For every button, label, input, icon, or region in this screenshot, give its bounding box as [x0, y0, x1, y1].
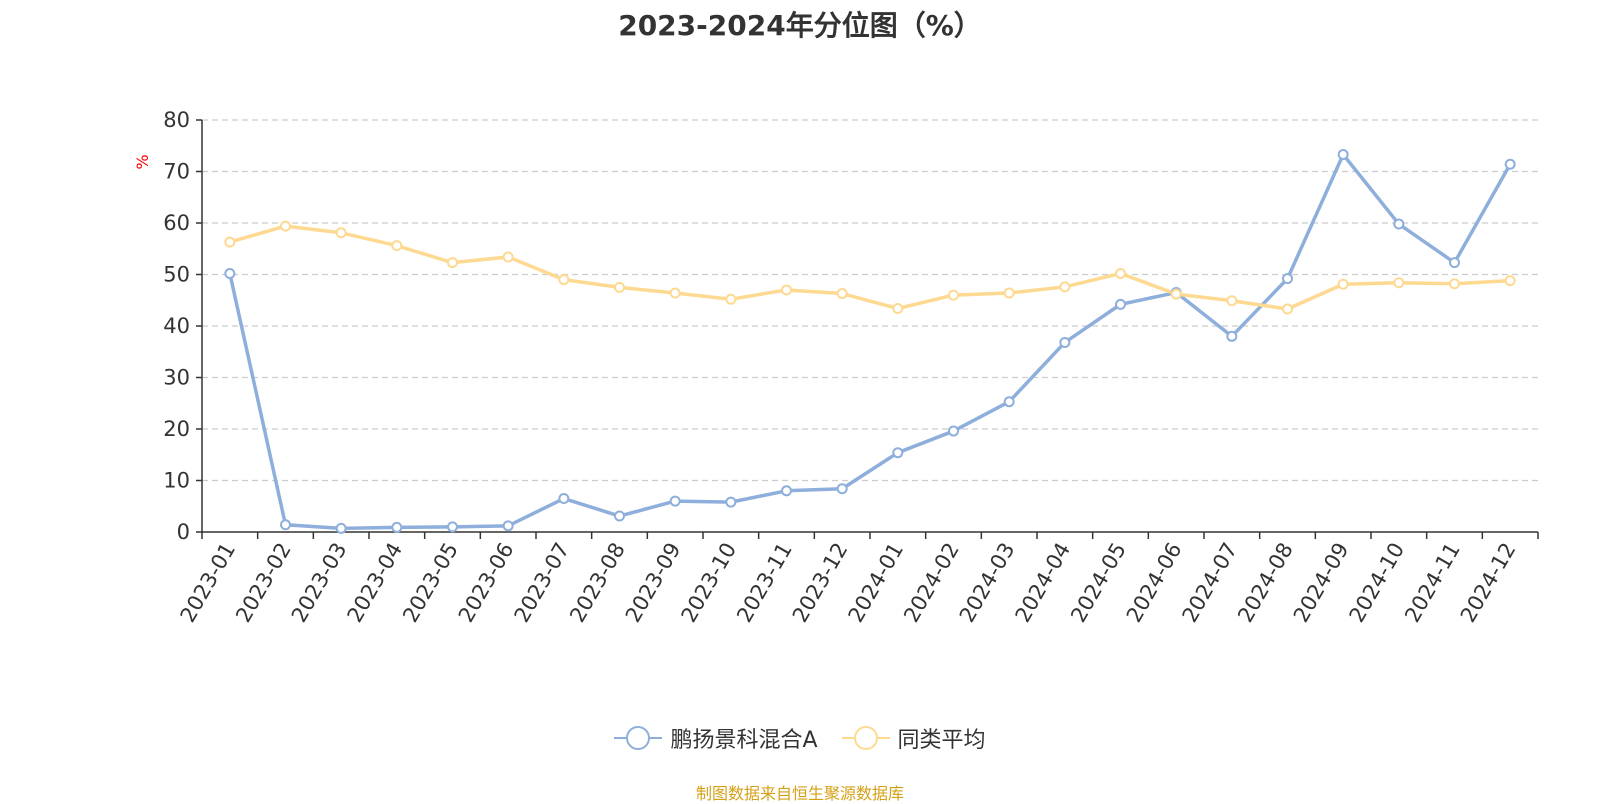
data-point-series-2[interactable]: [1226, 295, 1238, 307]
x-tick-label: 2024-01: [844, 539, 909, 627]
data-point-series-2[interactable]: [948, 289, 959, 301]
x-tick-label: 2023-03: [287, 539, 352, 627]
data-point-series-1[interactable]: [892, 447, 904, 459]
y-tick-label: 0: [177, 520, 190, 544]
x-tick-label: 2024-03: [955, 539, 1020, 627]
x-tick-label: 2023-09: [621, 539, 686, 627]
data-point-series-2[interactable]: [502, 251, 514, 263]
data-point-series-2[interactable]: [224, 236, 236, 248]
axes: [196, 119, 1539, 539]
series-line-2: [229, 224, 1511, 311]
y-tick-label: 30: [163, 366, 190, 390]
y-tick-label: 60: [163, 211, 190, 235]
y-tick-label: 10: [163, 469, 190, 493]
data-point-series-1[interactable]: [1504, 158, 1516, 170]
x-tick-label: 2023-07: [510, 539, 575, 627]
x-tick-label: 2024-12: [1456, 539, 1521, 627]
series-lines: [224, 149, 1516, 534]
y-tick-label: 80: [163, 108, 190, 132]
data-point-series-2[interactable]: [725, 293, 737, 305]
grid-lines: [202, 119, 1538, 482]
data-point-series-1[interactable]: [781, 485, 792, 497]
data-point-series-1[interactable]: [1282, 273, 1293, 285]
x-tick-label: 2024-04: [1011, 539, 1076, 627]
data-point-series-1[interactable]: [1449, 257, 1460, 269]
data-point-series-2[interactable]: [669, 287, 681, 299]
data-point-series-1[interactable]: [558, 493, 570, 505]
data-point-series-1[interactable]: [1337, 149, 1349, 161]
x-tick-label: 2024-05: [1066, 539, 1131, 627]
x-tick-label: 2024-09: [1289, 539, 1354, 627]
x-tick-label: 2023-06: [454, 539, 519, 627]
data-point-series-1[interactable]: [1115, 298, 1126, 310]
data-point-series-2[interactable]: [1170, 288, 1182, 300]
data-point-series-2[interactable]: [836, 288, 848, 300]
source-note: 制图数据来自恒生聚源数据库: [695, 784, 904, 803]
x-tick-label: 2024-08: [1233, 539, 1298, 627]
x-tick-label: 2023-12: [788, 539, 853, 627]
data-point-series-1[interactable]: [335, 522, 347, 534]
legend-item-series-2[interactable]: 同类平均: [841, 722, 986, 754]
legend-label-series-2: 同类平均: [897, 728, 986, 753]
x-tick-label: 2023-10: [677, 539, 742, 627]
data-point-series-1[interactable]: [948, 425, 959, 437]
data-point-series-1[interactable]: [836, 483, 848, 495]
y-axis-label: %: [133, 154, 152, 169]
x-tick-label: 2023-04: [343, 539, 408, 627]
data-point-series-1[interactable]: [1003, 396, 1015, 408]
series-2-marker-icon: [841, 724, 890, 752]
y-tick-label: 70: [163, 160, 190, 184]
series-1-marker-icon: [614, 724, 663, 752]
data-point-series-2[interactable]: [1504, 275, 1516, 287]
data-point-series-1[interactable]: [669, 495, 681, 507]
legend-label-series-1: 鹏扬景科混合A: [670, 728, 818, 753]
x-tick-label: 2023-08: [565, 539, 630, 627]
data-point-series-2[interactable]: [1115, 267, 1126, 279]
data-point-series-1[interactable]: [280, 519, 291, 531]
x-tick-label: 2024-06: [1122, 539, 1187, 627]
data-point-series-2[interactable]: [1003, 287, 1015, 299]
data-point-series-1[interactable]: [614, 510, 625, 522]
data-point-series-1[interactable]: [725, 496, 737, 508]
chart-title: 2023-2024年分位图（%）: [618, 9, 982, 42]
data-point-series-2[interactable]: [1449, 278, 1460, 290]
series-line-1: [228, 152, 1512, 531]
x-tick-label: 2024-10: [1345, 539, 1410, 627]
x-tick-label: 2023-01: [176, 539, 241, 627]
data-point-series-2[interactable]: [781, 284, 792, 296]
data-point-series-1[interactable]: [224, 267, 236, 279]
x-tick-label: 2024-02: [899, 539, 964, 627]
data-point-series-2[interactable]: [1337, 278, 1349, 290]
x-tick-label: 2023-05: [398, 539, 463, 627]
x-tick-label: 2023-11: [732, 539, 797, 627]
data-point-series-1[interactable]: [1393, 218, 1405, 230]
data-point-series-2[interactable]: [335, 227, 347, 239]
axis-labels: 010203040506070802023-012023-022023-0320…: [133, 108, 1520, 626]
data-point-series-1[interactable]: [447, 521, 458, 533]
x-tick-label: 2024-11: [1400, 539, 1465, 627]
data-point-series-1[interactable]: [391, 521, 403, 533]
data-point-series-1[interactable]: [1226, 330, 1238, 342]
data-point-series-2[interactable]: [1282, 303, 1293, 315]
x-tick-label: 2023-02: [231, 539, 296, 627]
data-point-series-2[interactable]: [280, 220, 291, 232]
data-point-series-2[interactable]: [447, 257, 458, 269]
y-tick-label: 40: [163, 314, 190, 338]
legend: 鹏扬景科混合A 同类平均: [0, 722, 1600, 754]
y-tick-label: 50: [163, 263, 190, 287]
data-point-series-2[interactable]: [558, 274, 570, 286]
x-tick-label: 2024-07: [1178, 539, 1243, 627]
y-tick-label: 20: [163, 417, 190, 441]
data-point-series-2[interactable]: [1059, 281, 1071, 293]
data-point-series-1[interactable]: [502, 520, 514, 532]
data-point-series-2[interactable]: [391, 240, 403, 252]
legend-item-series-1[interactable]: 鹏扬景科混合A: [614, 722, 818, 754]
data-point-series-2[interactable]: [1393, 277, 1405, 289]
data-point-series-1[interactable]: [1059, 336, 1071, 348]
data-point-series-2[interactable]: [614, 281, 625, 293]
data-point-series-2[interactable]: [892, 302, 904, 314]
